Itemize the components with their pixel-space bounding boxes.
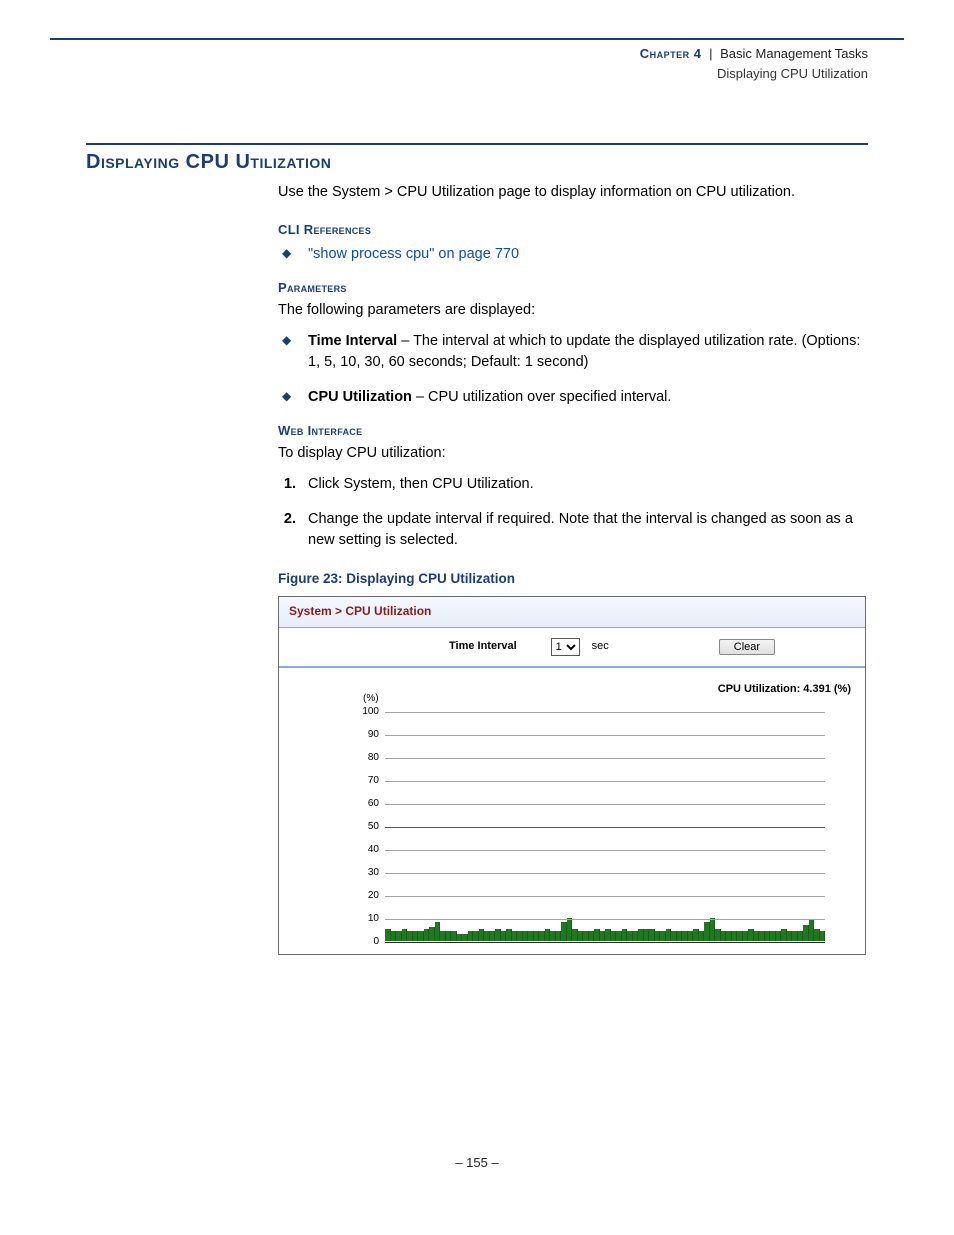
header-separator: | bbox=[709, 46, 716, 61]
y-tick-label: 100 bbox=[357, 704, 379, 719]
y-tick-label: 40 bbox=[357, 842, 379, 857]
gridline bbox=[385, 758, 825, 759]
page: Chapter 4 | Basic Management Tasks Displ… bbox=[0, 38, 954, 1230]
gridline bbox=[385, 942, 825, 943]
time-interval-unit: sec bbox=[592, 639, 609, 655]
gridline bbox=[385, 919, 825, 920]
gridline bbox=[385, 712, 825, 713]
parameter-item: CPU Utilization – CPU utilization over s… bbox=[278, 387, 868, 408]
intro-text: Use the System > CPU Utilization page to… bbox=[278, 182, 868, 203]
body-column: Use the System > CPU Utilization page to… bbox=[278, 182, 868, 955]
figure-caption: Figure 23: Displaying CPU Utilization bbox=[278, 569, 868, 589]
step-item: Change the update interval if required. … bbox=[300, 509, 868, 551]
parameters-intro: The following parameters are displayed: bbox=[278, 300, 868, 321]
threshold-line bbox=[385, 827, 825, 828]
web-interface-heading: Web Interface bbox=[278, 422, 868, 441]
cpu-chart: (%) 1009080706050403020100 bbox=[385, 712, 825, 942]
parameter-item: Time Interval – The interval at which to… bbox=[278, 331, 868, 373]
time-interval-select[interactable]: 1 bbox=[551, 638, 580, 656]
parameters-heading: Parameters bbox=[278, 279, 868, 298]
web-interface-intro: To display CPU utilization: bbox=[278, 443, 868, 464]
y-tick-label: 10 bbox=[357, 911, 379, 926]
gridline bbox=[385, 896, 825, 897]
section-rule bbox=[86, 143, 868, 145]
chapter-title: Basic Management Tasks bbox=[720, 46, 868, 61]
section-title: Displaying CPU Utilization bbox=[86, 151, 954, 174]
gridline bbox=[385, 781, 825, 782]
running-header: Chapter 4 | Basic Management Tasks Displ… bbox=[0, 44, 868, 83]
gridline bbox=[385, 873, 825, 874]
gridline bbox=[385, 850, 825, 851]
chapter-number: Chapter 4 bbox=[640, 46, 702, 61]
cpu-utilization-screenshot: System > CPU Utilization Time Interval 1… bbox=[278, 596, 866, 954]
parameter-label: CPU Utilization bbox=[308, 389, 412, 405]
y-tick-label: 30 bbox=[357, 865, 379, 880]
chart-wrap: CPU Utilization: 4.391 (%) (%) 100908070… bbox=[279, 668, 865, 954]
y-tick-label: 80 bbox=[357, 750, 379, 765]
header-rule bbox=[50, 38, 904, 40]
cli-reference-item: "show process cpu" on page 770 bbox=[278, 244, 868, 265]
chart-bars bbox=[385, 711, 825, 941]
parameter-label: Time Interval bbox=[308, 333, 397, 349]
cpu-readout: CPU Utilization: 4.391 (%) bbox=[718, 682, 851, 698]
y-tick-label: 60 bbox=[357, 796, 379, 811]
page-number: – 155 – bbox=[0, 1155, 954, 1170]
y-tick-label: 50 bbox=[357, 819, 379, 834]
gridline bbox=[385, 804, 825, 805]
clear-button[interactable]: Clear bbox=[719, 639, 775, 655]
y-tick-label: 90 bbox=[357, 727, 379, 742]
cli-references-heading: CLI References bbox=[278, 221, 868, 240]
bar bbox=[820, 931, 826, 940]
gridline bbox=[385, 735, 825, 736]
time-interval-label: Time Interval bbox=[449, 639, 517, 655]
y-tick-label: 20 bbox=[357, 888, 379, 903]
breadcrumb: System > CPU Utilization bbox=[279, 597, 865, 627]
y-tick-label: 70 bbox=[357, 773, 379, 788]
y-tick-label: 0 bbox=[357, 934, 379, 949]
parameter-text: – CPU utilization over specified interva… bbox=[412, 389, 672, 405]
step-item: Click System, then CPU Utilization. bbox=[300, 474, 868, 495]
cli-reference-link[interactable]: "show process cpu" on page 770 bbox=[308, 246, 519, 262]
section-running-title: Displaying CPU Utilization bbox=[717, 66, 868, 81]
toolbar: Time Interval 1 sec Clear bbox=[279, 628, 865, 668]
